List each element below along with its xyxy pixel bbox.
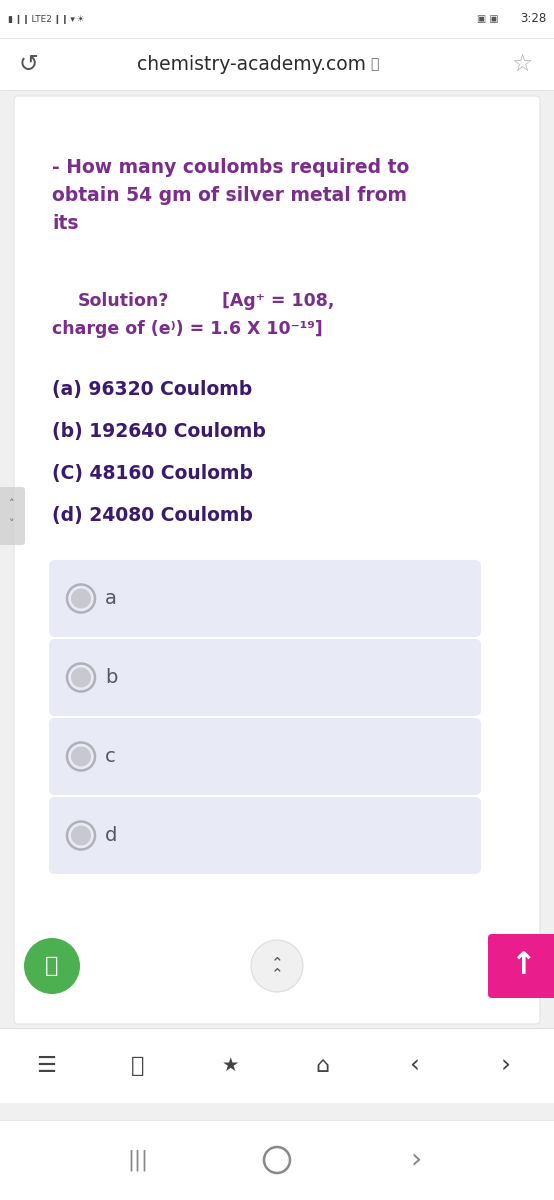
Text: Solution?: Solution? [78, 292, 170, 310]
FancyBboxPatch shape [0, 487, 25, 545]
FancyBboxPatch shape [0, 1120, 554, 1200]
Circle shape [251, 940, 303, 992]
Circle shape [71, 667, 91, 688]
Text: a: a [105, 589, 117, 608]
Text: ▣ ▣: ▣ ▣ [478, 14, 499, 24]
FancyBboxPatch shape [0, 90, 554, 100]
Text: ▮ ❙❙ LTE2 ❙❙ ▾ ☀: ▮ ❙❙ LTE2 ❙❙ ▾ ☀ [8, 14, 85, 24]
Text: 3:28: 3:28 [520, 12, 546, 25]
FancyBboxPatch shape [0, 0, 554, 38]
Circle shape [71, 588, 91, 608]
Text: ›: › [411, 1146, 422, 1174]
Text: its: its [52, 214, 79, 233]
Text: ↑: ↑ [510, 952, 536, 980]
FancyBboxPatch shape [488, 934, 554, 998]
FancyBboxPatch shape [49, 718, 481, 794]
Text: ⌂: ⌂ [315, 1056, 329, 1075]
Text: obtain 54 gm of silver metal from: obtain 54 gm of silver metal from [52, 186, 407, 205]
Text: ☰: ☰ [36, 1056, 56, 1075]
Circle shape [71, 826, 91, 846]
Text: charge of (e⁾) = 1.6 X 10⁻¹⁹]: charge of (e⁾) = 1.6 X 10⁻¹⁹] [52, 320, 323, 338]
Circle shape [24, 938, 80, 994]
Circle shape [71, 746, 91, 767]
Text: (a) 96320 Coulomb: (a) 96320 Coulomb [52, 380, 252, 398]
FancyBboxPatch shape [49, 560, 481, 637]
Text: (b) 192640 Coulomb: (b) 192640 Coulomb [52, 422, 266, 440]
Text: ☆: ☆ [511, 52, 532, 76]
Text: ★: ★ [221, 1056, 239, 1075]
Text: ⌃: ⌃ [270, 955, 284, 971]
FancyBboxPatch shape [0, 38, 554, 90]
Text: ˄: ˄ [9, 499, 15, 509]
Text: ⌃: ⌃ [270, 966, 284, 982]
FancyBboxPatch shape [0, 1028, 554, 1103]
FancyBboxPatch shape [49, 797, 481, 874]
Text: chemistry-academy.com: chemistry-academy.com [137, 54, 367, 73]
Text: ›: › [501, 1054, 511, 1078]
Text: c: c [105, 746, 116, 766]
Text: (d) 24080 Coulomb: (d) 24080 Coulomb [52, 506, 253, 526]
Text: 📞: 📞 [45, 956, 59, 976]
FancyBboxPatch shape [14, 96, 540, 1024]
Text: ⎘: ⎘ [131, 1056, 145, 1075]
Text: ↺: ↺ [18, 52, 38, 76]
Text: 🔒: 🔒 [370, 56, 378, 71]
Text: d: d [105, 826, 117, 845]
Text: [Ag⁺ = 108,: [Ag⁺ = 108, [222, 292, 335, 310]
Text: |||: ||| [127, 1150, 148, 1171]
Text: ‹: ‹ [409, 1054, 419, 1078]
Text: (C) 48160 Coulomb: (C) 48160 Coulomb [52, 464, 253, 482]
Text: ˅: ˅ [9, 518, 15, 529]
Text: b: b [105, 668, 117, 686]
FancyBboxPatch shape [49, 638, 481, 716]
Text: - How many coulombs required to: - How many coulombs required to [52, 158, 409, 176]
